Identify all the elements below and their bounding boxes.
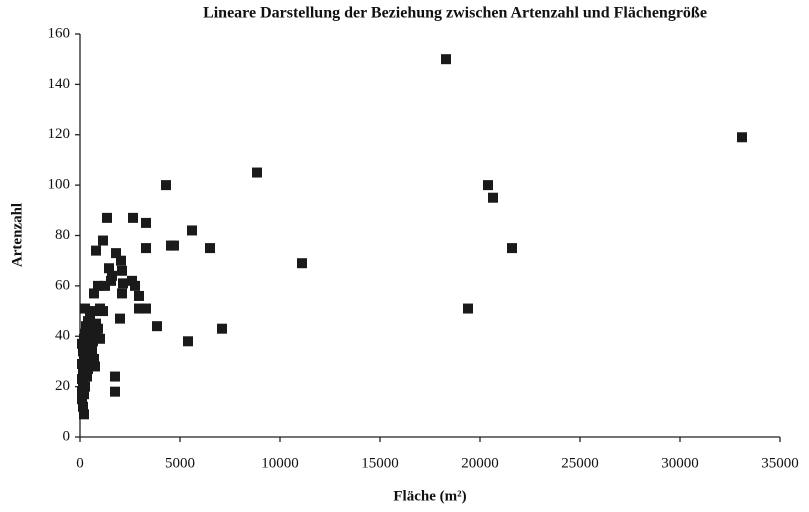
point xyxy=(83,316,93,327)
point xyxy=(169,240,179,251)
point xyxy=(130,280,140,291)
point xyxy=(463,303,473,314)
point xyxy=(737,132,747,143)
point xyxy=(83,363,93,374)
x-tick-label: 35000 xyxy=(761,455,799,471)
point xyxy=(141,303,151,314)
x-axis-label: Fläche (m²) xyxy=(393,488,466,504)
x-tick-label: 25000 xyxy=(561,455,599,471)
y-tick-label: 140 xyxy=(48,76,71,92)
chart-title: Lineare Darstellung der Beziehung zwisch… xyxy=(203,5,707,22)
point xyxy=(78,346,88,357)
y-tick-label: 160 xyxy=(48,25,71,41)
point xyxy=(79,389,89,400)
point xyxy=(80,381,90,392)
point xyxy=(507,243,517,254)
point xyxy=(98,306,108,317)
x-tick-label: 20000 xyxy=(461,455,499,471)
point xyxy=(141,243,151,254)
point xyxy=(134,303,144,314)
x-tick-label: 15000 xyxy=(361,455,399,471)
point xyxy=(161,180,171,191)
point xyxy=(90,361,100,372)
point xyxy=(205,243,215,254)
point xyxy=(141,217,151,228)
x-tick-label: 10000 xyxy=(261,455,299,471)
point xyxy=(217,323,227,334)
y-tick-label: 40 xyxy=(55,328,70,344)
point xyxy=(100,280,110,291)
point xyxy=(79,409,89,420)
point xyxy=(87,348,97,359)
y-tick-label: 20 xyxy=(55,378,70,394)
y-tick-label: 60 xyxy=(55,277,70,293)
point xyxy=(102,212,112,223)
point xyxy=(107,270,117,281)
point xyxy=(128,212,138,223)
point xyxy=(85,343,95,354)
point xyxy=(106,275,116,286)
point xyxy=(115,313,125,324)
point xyxy=(183,336,193,347)
point xyxy=(441,54,451,65)
point xyxy=(117,288,127,299)
point xyxy=(483,180,493,191)
x-tick-label: 0 xyxy=(76,455,84,471)
point xyxy=(89,353,99,364)
point xyxy=(252,167,262,178)
point xyxy=(187,225,197,236)
point xyxy=(118,278,128,289)
point xyxy=(85,311,95,322)
point xyxy=(111,248,121,259)
point xyxy=(91,245,101,256)
x-tick-label: 5000 xyxy=(165,455,195,471)
point xyxy=(88,306,98,317)
point xyxy=(297,258,307,269)
point xyxy=(134,290,144,301)
point xyxy=(110,386,120,397)
point xyxy=(116,255,126,266)
point xyxy=(110,371,120,382)
point xyxy=(98,235,108,246)
point xyxy=(80,303,90,314)
point xyxy=(82,371,92,382)
y-tick-label: 120 xyxy=(48,126,71,142)
point xyxy=(77,394,87,405)
point xyxy=(152,321,162,332)
point xyxy=(91,331,101,342)
y-tick-label: 100 xyxy=(48,177,71,193)
point xyxy=(88,336,98,347)
point xyxy=(127,275,137,286)
point xyxy=(93,280,103,291)
y-axis-label: Artenzahl xyxy=(9,203,25,267)
point xyxy=(117,265,127,276)
x-tick-label: 30000 xyxy=(661,455,699,471)
point xyxy=(104,263,114,274)
point xyxy=(86,321,96,332)
point xyxy=(488,192,498,203)
point xyxy=(89,288,99,299)
point xyxy=(81,351,91,362)
point xyxy=(78,401,88,412)
y-tick-label: 80 xyxy=(55,227,70,243)
point xyxy=(80,328,90,339)
point xyxy=(89,326,99,337)
point xyxy=(82,356,92,367)
y-tick-label: 0 xyxy=(63,428,71,444)
